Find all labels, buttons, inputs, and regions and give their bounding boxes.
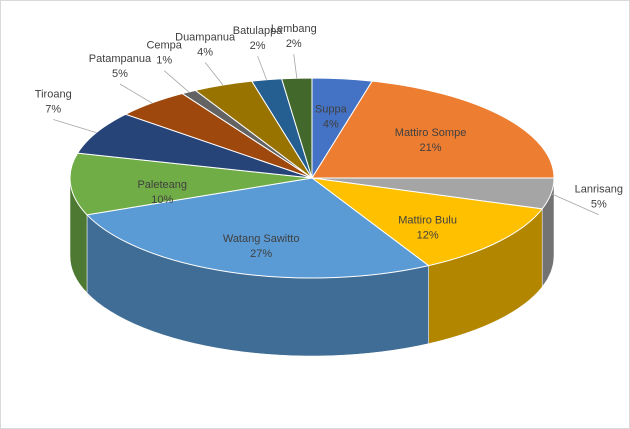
- slice-label-name: Lembang: [271, 23, 317, 35]
- slice: [85, 177, 430, 279]
- slice-label-name: Mattiro Bulu: [398, 214, 457, 226]
- slice: [76, 113, 313, 179]
- leader-line: [293, 54, 298, 79]
- slice-label-value: 12%: [417, 229, 439, 241]
- leader-line: [257, 55, 268, 80]
- slice-label-name: Patampanua: [89, 53, 152, 65]
- slice-label-name: Watang Sawitto: [223, 233, 300, 245]
- slice-label-value: 21%: [420, 142, 442, 154]
- slice-label-name: Lanrisang: [575, 184, 623, 196]
- slice-label-value: 1%: [156, 55, 172, 67]
- slice-label-name: Mattiro Sompe: [395, 127, 467, 139]
- slice: [311, 80, 555, 179]
- slice-label-name: Tiroang: [35, 88, 72, 100]
- slice-label-value: 5%: [591, 199, 607, 211]
- slice-label-value: 2%: [250, 40, 266, 52]
- leader-line: [550, 193, 599, 216]
- slice: [69, 152, 313, 216]
- leader-line: [119, 83, 153, 104]
- slice-label-name: Paleteang: [137, 179, 187, 191]
- leader-line: [53, 119, 97, 133]
- slice-label-value: 7%: [45, 103, 61, 115]
- slice-label-value: 4%: [323, 118, 339, 130]
- slice-label-value: 4%: [197, 46, 213, 58]
- slice-label-name: Suppa: [315, 103, 348, 115]
- slice: [310, 177, 544, 267]
- slice-label-value: 5%: [112, 68, 128, 80]
- leader-line: [204, 62, 224, 86]
- slice-label-value: 2%: [286, 38, 302, 50]
- slice-label-value: 27%: [250, 248, 272, 260]
- slice-label-value: 10%: [151, 194, 173, 206]
- slice-label-name: Batulappa: [233, 25, 283, 37]
- slice-label-name: Duampanua: [175, 31, 236, 43]
- slice-label-name: Cempa: [146, 40, 182, 52]
- leader-line: [163, 70, 190, 93]
